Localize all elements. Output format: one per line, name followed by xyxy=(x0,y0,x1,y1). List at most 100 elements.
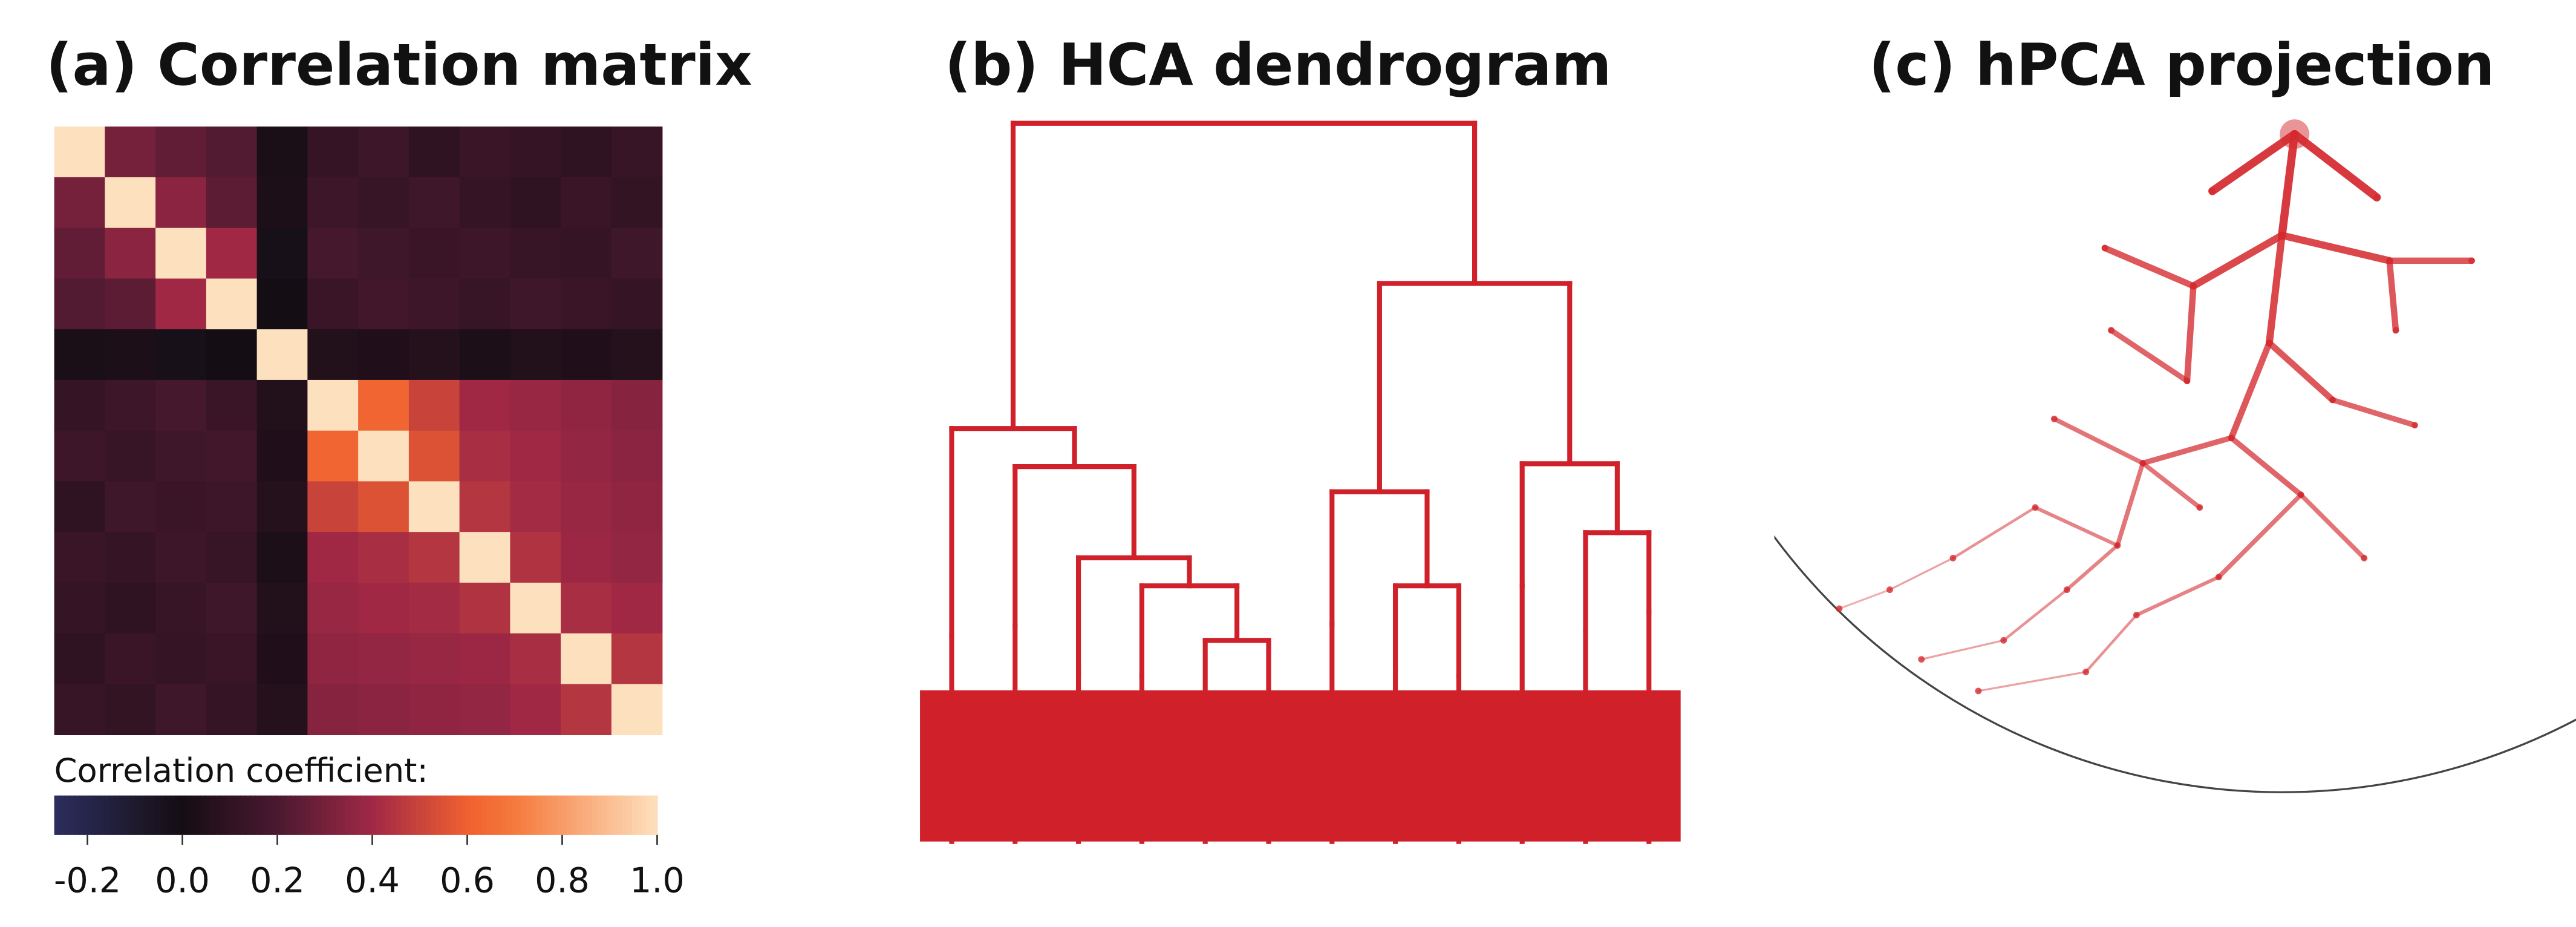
heatmap-cell xyxy=(358,329,409,381)
tree-node xyxy=(2032,504,2039,511)
colorbar-cell xyxy=(486,795,492,835)
heatmap-cell xyxy=(155,126,207,178)
heatmap-cell xyxy=(459,430,511,482)
colorbar-cell xyxy=(84,795,90,835)
tree-edge xyxy=(1977,670,2087,692)
colorbar-cell xyxy=(345,795,351,835)
heatmap-cell xyxy=(611,126,663,178)
colorbar-cell xyxy=(546,795,553,835)
tree-edge xyxy=(2065,543,2119,592)
colorbar-cell xyxy=(175,795,181,835)
tree-edge xyxy=(2386,257,2399,334)
tree-node xyxy=(1886,586,1893,594)
colorbar-label: Correlation coefficient: xyxy=(54,752,428,790)
tree-node xyxy=(2190,283,2197,290)
tree-edge xyxy=(2290,129,2381,201)
heatmap-cell xyxy=(561,329,612,381)
colorbar-cell xyxy=(511,795,517,835)
tree-edge xyxy=(2140,435,2234,466)
heatmap-cell xyxy=(611,329,663,381)
heatmap-cell xyxy=(561,379,612,431)
heatmap-cell xyxy=(155,278,207,330)
heatmap-cell xyxy=(256,684,308,735)
colorbar-cell xyxy=(145,795,151,835)
colorbar-tick-label: -0.2 xyxy=(54,860,121,900)
colorbar-cell xyxy=(350,795,357,835)
root-node xyxy=(2280,119,2310,149)
tree-edge xyxy=(1888,557,1954,591)
colorbar-cell xyxy=(602,795,608,835)
colorbar-tick-label: 0.2 xyxy=(250,860,305,900)
tree-edge xyxy=(2228,435,2304,498)
colorbar-cell xyxy=(210,795,216,835)
colorbar-cell xyxy=(265,795,271,835)
heatmap-cell xyxy=(54,481,106,532)
heatmap-cell xyxy=(105,582,156,634)
heatmap-cell xyxy=(611,633,663,685)
colorbar-cell xyxy=(561,795,568,835)
colorbar-cell xyxy=(360,795,367,835)
heatmap-cell xyxy=(206,126,258,178)
colorbar-cell xyxy=(250,795,256,835)
heatmap-cell xyxy=(256,481,308,532)
colorbar-cell xyxy=(587,795,593,835)
tree-node xyxy=(2196,504,2203,511)
heatmap-cell xyxy=(510,228,561,280)
dense-leaves xyxy=(920,690,1681,842)
heatmap-cell xyxy=(307,329,359,381)
colorbar-cell xyxy=(79,795,85,835)
heatmap-cell xyxy=(206,329,258,381)
colorbar-cell xyxy=(572,795,578,835)
heatmap-cell xyxy=(459,278,511,330)
colorbar-cell xyxy=(642,795,648,835)
heatmap-cell xyxy=(510,177,561,229)
heatmap-cell xyxy=(54,329,106,381)
colorbar-cell xyxy=(435,795,442,835)
heatmap-cell xyxy=(307,481,359,532)
colorbar-cell xyxy=(215,795,221,835)
colorbar-cell xyxy=(320,795,327,835)
colorbar-tick-label: 0.8 xyxy=(535,860,590,900)
heatmap-cell xyxy=(459,684,511,735)
tree-node xyxy=(2000,637,2007,644)
heatmap-cell xyxy=(307,126,359,178)
heatmap-cell xyxy=(611,582,663,634)
colorbar-cell xyxy=(300,795,307,835)
heatmap-cell xyxy=(408,582,460,634)
colorbar-cell xyxy=(109,795,116,835)
colorbar-cell xyxy=(114,795,120,835)
colorbar-cell xyxy=(235,795,241,835)
colorbar-cell xyxy=(481,795,487,835)
heatmap-cell xyxy=(206,684,258,735)
colorbar-cell xyxy=(74,795,80,835)
tree-edge xyxy=(2108,327,2190,384)
colorbar-cell xyxy=(285,795,292,835)
colorbar-cell xyxy=(54,795,60,835)
colorbar-cell xyxy=(521,795,527,835)
colorbar-cell xyxy=(391,795,397,835)
heatmap-cell xyxy=(256,228,308,280)
colorbar-cell xyxy=(421,795,427,835)
colorbar-cell xyxy=(541,795,547,835)
heatmap-cell xyxy=(408,430,460,482)
colorbar-cell xyxy=(195,795,201,835)
heatmap-cell xyxy=(155,379,207,431)
heatmap-cell xyxy=(561,582,612,634)
heatmap-cell xyxy=(105,379,156,431)
projection-tree xyxy=(1836,119,2475,695)
heatmap-cell xyxy=(358,430,409,482)
colorbar-cell xyxy=(315,795,321,835)
colorbar-cell xyxy=(200,795,206,835)
colorbar-cell xyxy=(225,795,231,835)
heatmap-cell xyxy=(358,684,409,735)
colorbar-cell xyxy=(376,795,382,835)
colorbar-cell xyxy=(341,795,347,835)
tree-node xyxy=(2139,460,2147,467)
colorbar-cell xyxy=(220,795,226,835)
tree-edge xyxy=(2084,614,2138,673)
colorbar-cell xyxy=(275,795,281,835)
heatmap-cell xyxy=(408,481,460,532)
heatmap-cell xyxy=(358,228,409,280)
heatmap-cell xyxy=(561,228,612,280)
heatmap-cell xyxy=(155,633,207,685)
